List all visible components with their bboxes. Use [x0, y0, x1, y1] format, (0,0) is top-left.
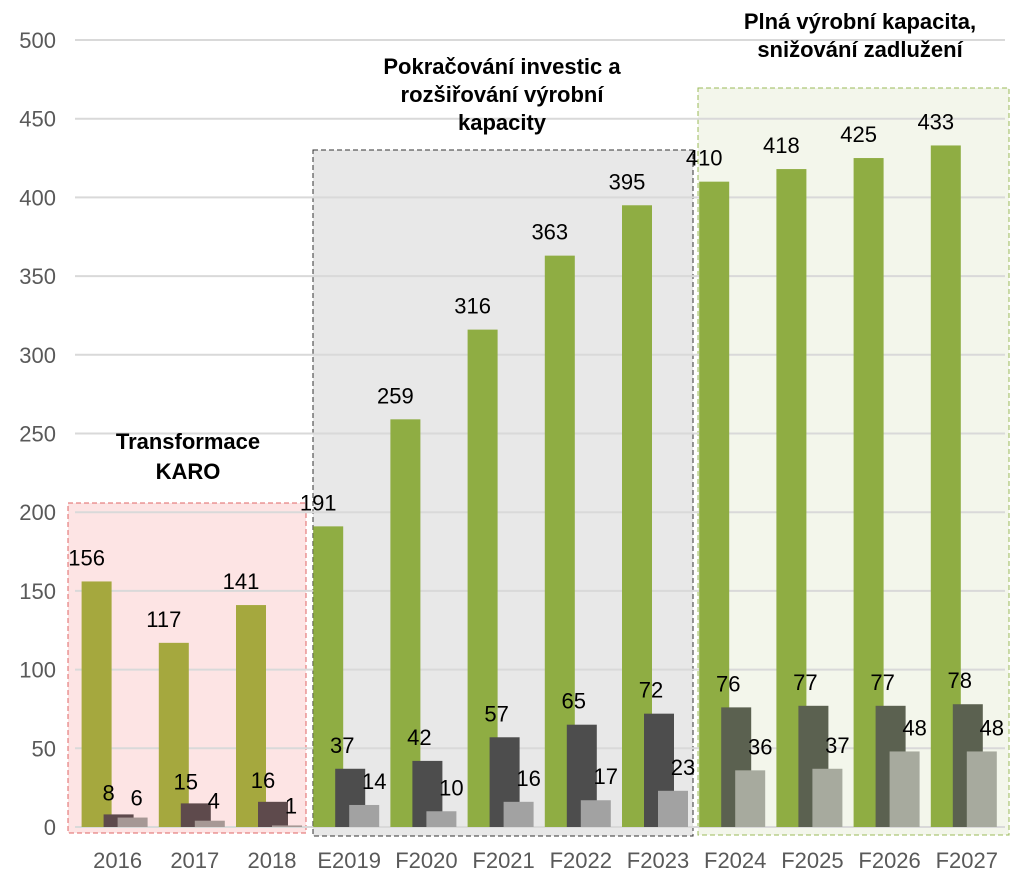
- y-tick-label: 400: [19, 185, 56, 210]
- bar-series-3: [426, 811, 457, 827]
- data-label-series-3: 37: [825, 733, 849, 758]
- bar-series-3: [658, 790, 688, 827]
- y-tick-label: 500: [19, 28, 56, 53]
- data-label-series-1: 156: [68, 545, 105, 570]
- y-tick-label: 50: [32, 736, 56, 761]
- y-axis-ticks: 0 50 100 150 200 250 300 350 400 450 500: [19, 28, 56, 840]
- x-tick-label: E2019: [317, 848, 381, 873]
- y-tick-label: 450: [19, 107, 56, 132]
- y-tick-label: 150: [19, 579, 56, 604]
- bar-series-3: [966, 751, 997, 827]
- bar-series-3: [272, 825, 302, 827]
- data-label-series-1: 141: [223, 569, 260, 594]
- x-axis-ticks: 2016 2017 2018 E2019 F2020 F2021 F2022 F2023 F20…: [93, 848, 998, 873]
- x-tick-label: F2026: [858, 848, 920, 873]
- data-label-series-2: 16: [251, 768, 275, 793]
- data-label-series-2: 42: [407, 725, 431, 750]
- bar-series-1: [390, 419, 421, 827]
- phase-titles: Transformace KARO Pokračování investic a ro…: [116, 9, 976, 484]
- bar-series-3: [349, 804, 380, 827]
- x-tick-label: 2018: [248, 848, 297, 873]
- bar-series-3: [503, 801, 534, 827]
- x-tick-label: F2027: [936, 848, 998, 873]
- y-tick-label: 250: [19, 422, 56, 447]
- data-label-series-3: 6: [130, 786, 142, 811]
- data-label-series-1: 259: [377, 383, 414, 408]
- y-tick-label: 0: [44, 815, 56, 840]
- data-label-series-1: 395: [609, 169, 646, 194]
- phase-title: Pokračování investic a rozšiřování výrobn…: [383, 54, 621, 135]
- data-label-series-3: 23: [671, 755, 695, 780]
- bar-series-3: [194, 820, 225, 827]
- gridlines: [75, 39, 1005, 828]
- bar-series-3: [580, 800, 611, 827]
- bar-series-3: [735, 770, 766, 827]
- x-tick-label: F2020: [395, 848, 457, 873]
- bars: [81, 145, 997, 828]
- bar-series-1: [81, 581, 112, 827]
- data-label-series-1: 425: [840, 122, 877, 147]
- data-label-series-1: 316: [454, 294, 491, 319]
- bar-series-3: [812, 768, 843, 827]
- x-tick-label: F2025: [781, 848, 843, 873]
- x-tick-label: F2024: [704, 848, 766, 873]
- bar-series-1: [236, 605, 266, 827]
- data-label-series-2: 15: [174, 769, 198, 794]
- bar-series-1: [158, 642, 189, 827]
- data-label-series-2: 65: [562, 689, 586, 714]
- data-label-series-3: 4: [208, 789, 220, 814]
- data-label-series-3: 36: [748, 734, 772, 759]
- bar-series-3: [117, 817, 148, 827]
- bar-series-2: [258, 801, 288, 827]
- data-label-series-1: 363: [531, 220, 568, 245]
- data-label-series-2: 78: [948, 668, 972, 693]
- data-label-series-2: 77: [870, 670, 894, 695]
- data-label-series-1: 117: [146, 607, 181, 632]
- data-label-series-3: 10: [439, 775, 463, 800]
- data-label-series-3: 48: [902, 715, 926, 740]
- x-tick-label: F2022: [550, 848, 612, 873]
- data-label-series-3: 1: [285, 793, 297, 818]
- y-tick-label: 300: [19, 343, 56, 368]
- data-label-series-1: 433: [917, 109, 954, 134]
- phase-title: Transformace KARO: [116, 429, 260, 484]
- phase-title: Plná výrobní kapacita, snižování zadlužen…: [744, 9, 976, 62]
- x-tick-label: 2017: [170, 848, 219, 873]
- data-label-series-2: 57: [484, 701, 508, 726]
- data-label-series-3: 16: [516, 766, 540, 791]
- x-tick-label: F2021: [472, 848, 534, 873]
- y-tick-label: 350: [19, 264, 56, 289]
- data-label-series-3: 14: [362, 769, 386, 794]
- data-label-series-1: 410: [686, 146, 723, 171]
- y-tick-label: 200: [19, 500, 56, 525]
- data-label-series-2: 72: [639, 678, 663, 703]
- data-label-series-2: 76: [716, 671, 740, 696]
- data-label-series-2: 37: [330, 733, 354, 758]
- data-label-series-3: 48: [980, 715, 1004, 740]
- data-label-series-2: 77: [793, 670, 817, 695]
- data-label-series-2: 8: [102, 780, 114, 805]
- bar-series-3: [889, 751, 920, 827]
- y-tick-label: 100: [19, 658, 56, 683]
- data-label-series-3: 17: [594, 764, 618, 789]
- x-tick-label: F2023: [627, 848, 689, 873]
- x-tick-label: 2016: [93, 848, 142, 873]
- data-label-series-1: 191: [300, 490, 337, 515]
- data-label-series-1: 418: [763, 133, 800, 158]
